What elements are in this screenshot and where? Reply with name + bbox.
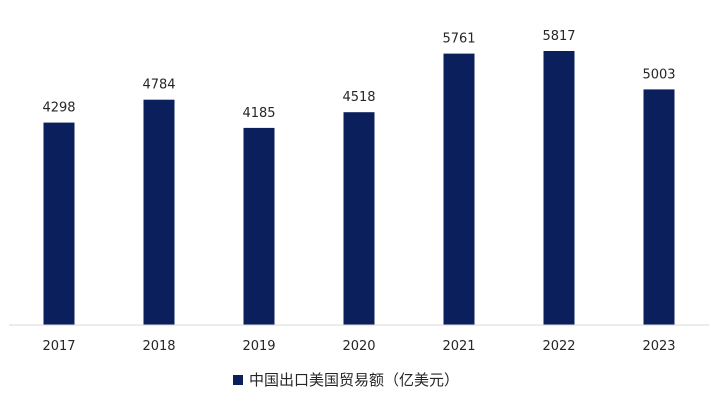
value-label-2022: 5817: [542, 29, 575, 44]
bars-group: [43, 51, 675, 326]
bar-2022: [543, 51, 575, 325]
value-label-2019: 4185: [242, 106, 275, 121]
bar-2019: [243, 127, 275, 326]
x-tick-label-2018: 2018: [142, 339, 175, 354]
value-labels-group: 4298 4784 4185 4518 5761 5817 5003: [42, 29, 675, 121]
value-label-2017: 4298: [42, 101, 75, 116]
bar-2023: [643, 89, 675, 326]
x-tick-label-2017: 2017: [42, 339, 75, 354]
value-label-2023: 5003: [642, 67, 675, 82]
x-tick-label-2021: 2021: [442, 339, 475, 354]
value-label-2021: 5761: [442, 32, 475, 47]
x-tick-label-2019: 2019: [242, 339, 275, 354]
legend-swatch: [233, 375, 243, 385]
legend-label: 中国出口美国贸易额（亿美元）: [249, 371, 459, 389]
bar-2020: [343, 112, 375, 325]
legend: 中国出口美国贸易额（亿美元）: [233, 371, 459, 389]
x-tick-label-2020: 2020: [342, 339, 375, 354]
x-tick-labels-group: 2017 2018 2019 2020 2021 2022 2023: [42, 339, 675, 354]
bar-2017: [43, 122, 75, 325]
x-tick-label-2022: 2022: [542, 339, 575, 354]
x-tick-label-2023: 2023: [642, 339, 675, 354]
bar-2021: [443, 53, 475, 325]
value-label-2020: 4518: [342, 90, 375, 105]
value-label-2018: 4784: [142, 78, 175, 93]
bar-2018: [143, 99, 175, 325]
